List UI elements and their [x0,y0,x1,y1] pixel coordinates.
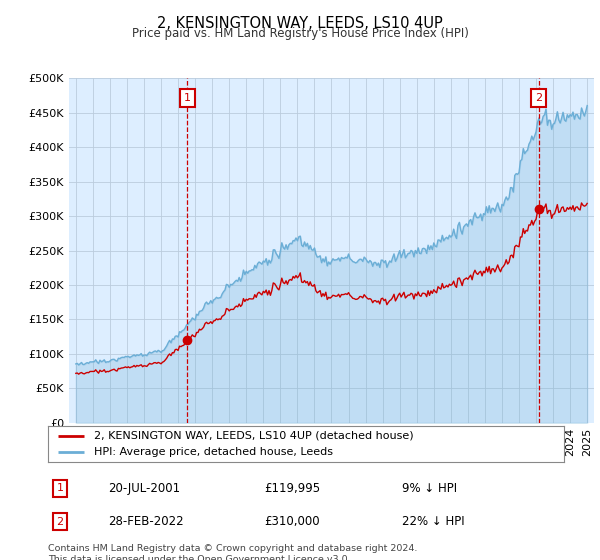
Text: Price paid vs. HM Land Registry's House Price Index (HPI): Price paid vs. HM Land Registry's House … [131,27,469,40]
Text: 1: 1 [184,93,191,102]
Text: HPI: Average price, detached house, Leeds: HPI: Average price, detached house, Leed… [94,447,334,457]
Text: 28-FEB-2022: 28-FEB-2022 [108,515,184,529]
Text: 2: 2 [535,93,542,102]
Text: 9% ↓ HPI: 9% ↓ HPI [402,482,457,495]
Text: 1: 1 [56,483,64,493]
Text: 2: 2 [56,517,64,527]
Text: 22% ↓ HPI: 22% ↓ HPI [402,515,464,529]
Text: 2, KENSINGTON WAY, LEEDS, LS10 4UP (detached house): 2, KENSINGTON WAY, LEEDS, LS10 4UP (deta… [94,431,414,441]
Text: 2, KENSINGTON WAY, LEEDS, LS10 4UP: 2, KENSINGTON WAY, LEEDS, LS10 4UP [157,16,443,31]
Text: £119,995: £119,995 [264,482,320,495]
Text: Contains HM Land Registry data © Crown copyright and database right 2024.
This d: Contains HM Land Registry data © Crown c… [48,544,418,560]
Text: £310,000: £310,000 [264,515,320,529]
Text: 20-JUL-2001: 20-JUL-2001 [108,482,180,495]
